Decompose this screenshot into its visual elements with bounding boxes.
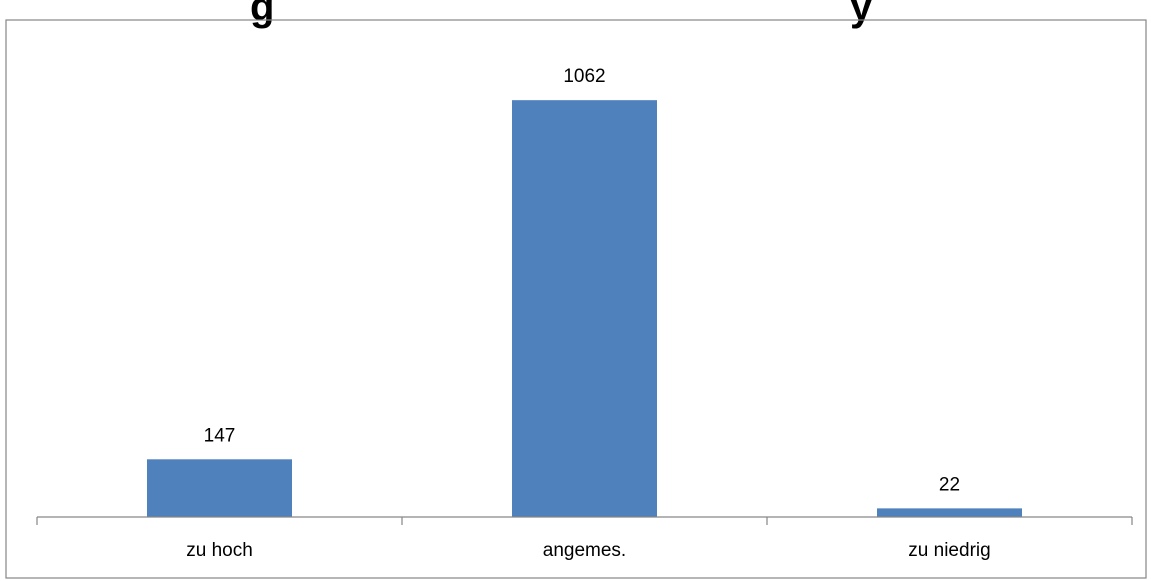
x-tick-label-2: zu niedrig [908, 540, 990, 561]
x-tick-labels-group: zu hoch angemes. zu niedrig [186, 540, 990, 561]
data-label-0: 147 [204, 425, 236, 446]
bar-0 [147, 459, 292, 517]
data-label-1: 1062 [563, 66, 605, 87]
bar-2 [877, 508, 1022, 517]
x-tick-label-0: zu hoch [186, 540, 253, 561]
x-axis [36, 516, 1133, 525]
bars-group [147, 100, 1022, 517]
bar-1 [512, 100, 657, 517]
chart-title-right-fragment: y [850, 0, 873, 29]
chart-area-border [5, 19, 1147, 579]
title-strip: g y [250, 0, 873, 29]
chart-title-left-fragment: g [250, 0, 274, 29]
data-labels-group: 147 1062 22 [204, 66, 960, 495]
data-label-2: 22 [939, 474, 960, 495]
x-tick-label-1: angemes. [543, 540, 626, 561]
